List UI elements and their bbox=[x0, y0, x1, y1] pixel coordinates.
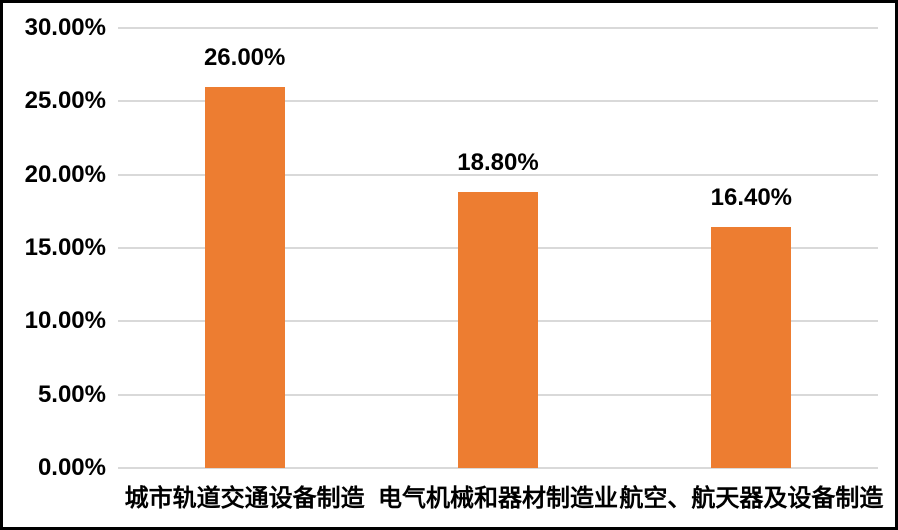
x-axis-category-label: 航空、航天器及设备制造 bbox=[619, 485, 884, 512]
y-axis-tick-label: 5.00% bbox=[37, 380, 106, 408]
bar-value-label: 16.40% bbox=[710, 184, 793, 212]
plot-area: 30.00% 25.00% 20.00% 15.00% 10.00% 5.00% 0.00%… bbox=[3, 3, 895, 527]
bar bbox=[204, 86, 285, 468]
x-axis-category-label: 城市轨道交通设备制造 bbox=[124, 485, 365, 512]
x-axis-category-label: 电气机械和器材制造业 bbox=[378, 485, 618, 512]
y-axis-tick-label: 0.00% bbox=[37, 454, 106, 481]
y-axis-tick-label: 20.00% bbox=[24, 160, 106, 188]
gridline bbox=[118, 173, 878, 176]
bar-value-label: 26.00% bbox=[203, 43, 286, 71]
bar bbox=[458, 192, 538, 468]
bar-value-label: 18.80% bbox=[457, 149, 539, 177]
gridline bbox=[118, 467, 878, 469]
gridline bbox=[118, 27, 878, 29]
y-axis-tick-label: 15.00% bbox=[24, 234, 106, 261]
bar bbox=[711, 227, 792, 468]
y-axis-tick-label: 25.00% bbox=[24, 87, 106, 115]
gridline bbox=[118, 100, 878, 103]
y-axis-tick-label: 10.00% bbox=[24, 307, 106, 335]
y-axis-tick-label: 30.00% bbox=[24, 14, 106, 41]
